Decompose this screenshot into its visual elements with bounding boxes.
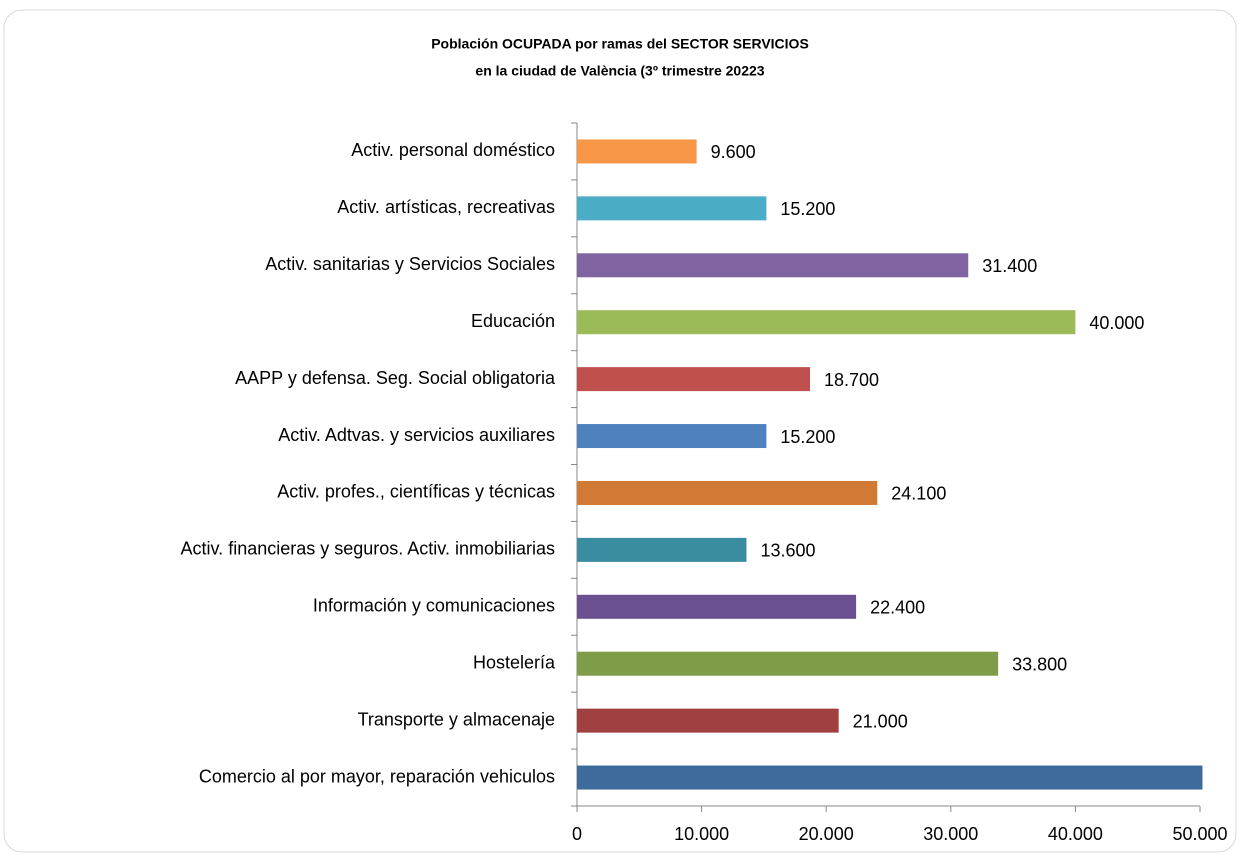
- bar: [577, 367, 811, 392]
- y-tick-label: Educación: [471, 311, 555, 331]
- y-tick-label: Activ. financieras y seguros. Activ. inm…: [181, 539, 555, 559]
- y-tick-label: Activ. Adtvas. y servicios auxiliares: [278, 425, 555, 445]
- chart-title: Población OCUPADA por ramas del SECTOR S…: [431, 36, 809, 52]
- x-tick-label: 10.000: [674, 824, 729, 844]
- x-tick-label: 40.000: [1048, 824, 1103, 844]
- y-tick-label: Información y comunicaciones: [313, 596, 555, 616]
- y-tick-label: Hostelería: [473, 652, 556, 672]
- y-tick-label: Transporte y almacenaje: [358, 709, 555, 729]
- value-label: 22.400: [870, 598, 925, 618]
- bar: [577, 139, 697, 164]
- y-tick-label: Comercio al por mayor, reparación vehicu…: [199, 766, 555, 786]
- x-tick-label: 20.000: [799, 824, 854, 844]
- bar: [577, 480, 878, 505]
- bar: [577, 310, 1076, 335]
- bar: [577, 594, 857, 619]
- bar: [577, 765, 1203, 790]
- chart-title: en la ciudad de València (3º trimestre 2…: [475, 63, 764, 79]
- value-label: 9.600: [711, 142, 756, 162]
- y-tick-label: Activ. artísticas, recreativas: [337, 197, 555, 217]
- value-label: 18.700: [824, 370, 879, 390]
- value-label: 13.600: [760, 541, 815, 561]
- bar: [577, 253, 969, 278]
- y-tick-label: Activ. sanitarias y Servicios Sociales: [265, 254, 555, 274]
- bar: [577, 651, 999, 676]
- value-label: 40.000: [1089, 313, 1144, 333]
- y-tick-label: Activ. profes., científicas y técnicas: [277, 482, 555, 502]
- bar: [577, 196, 767, 221]
- value-label: 15.200: [780, 199, 835, 219]
- bar: [577, 708, 839, 733]
- value-label: 33.800: [1012, 654, 1067, 674]
- value-label: 24.100: [891, 484, 946, 504]
- x-tick-label: 30.000: [923, 824, 978, 844]
- bar: [577, 537, 747, 562]
- x-tick-label: 0: [572, 824, 582, 844]
- value-label: 15.200: [780, 427, 835, 447]
- y-tick-label: Activ. personal doméstico: [351, 140, 555, 160]
- value-label: 21.000: [853, 711, 908, 731]
- value-label: 31.400: [982, 256, 1037, 276]
- y-tick-label: AAPP y defensa. Seg. Social obligatoria: [235, 368, 556, 388]
- bar: [577, 424, 767, 449]
- x-tick-label: 50.000: [1172, 824, 1227, 844]
